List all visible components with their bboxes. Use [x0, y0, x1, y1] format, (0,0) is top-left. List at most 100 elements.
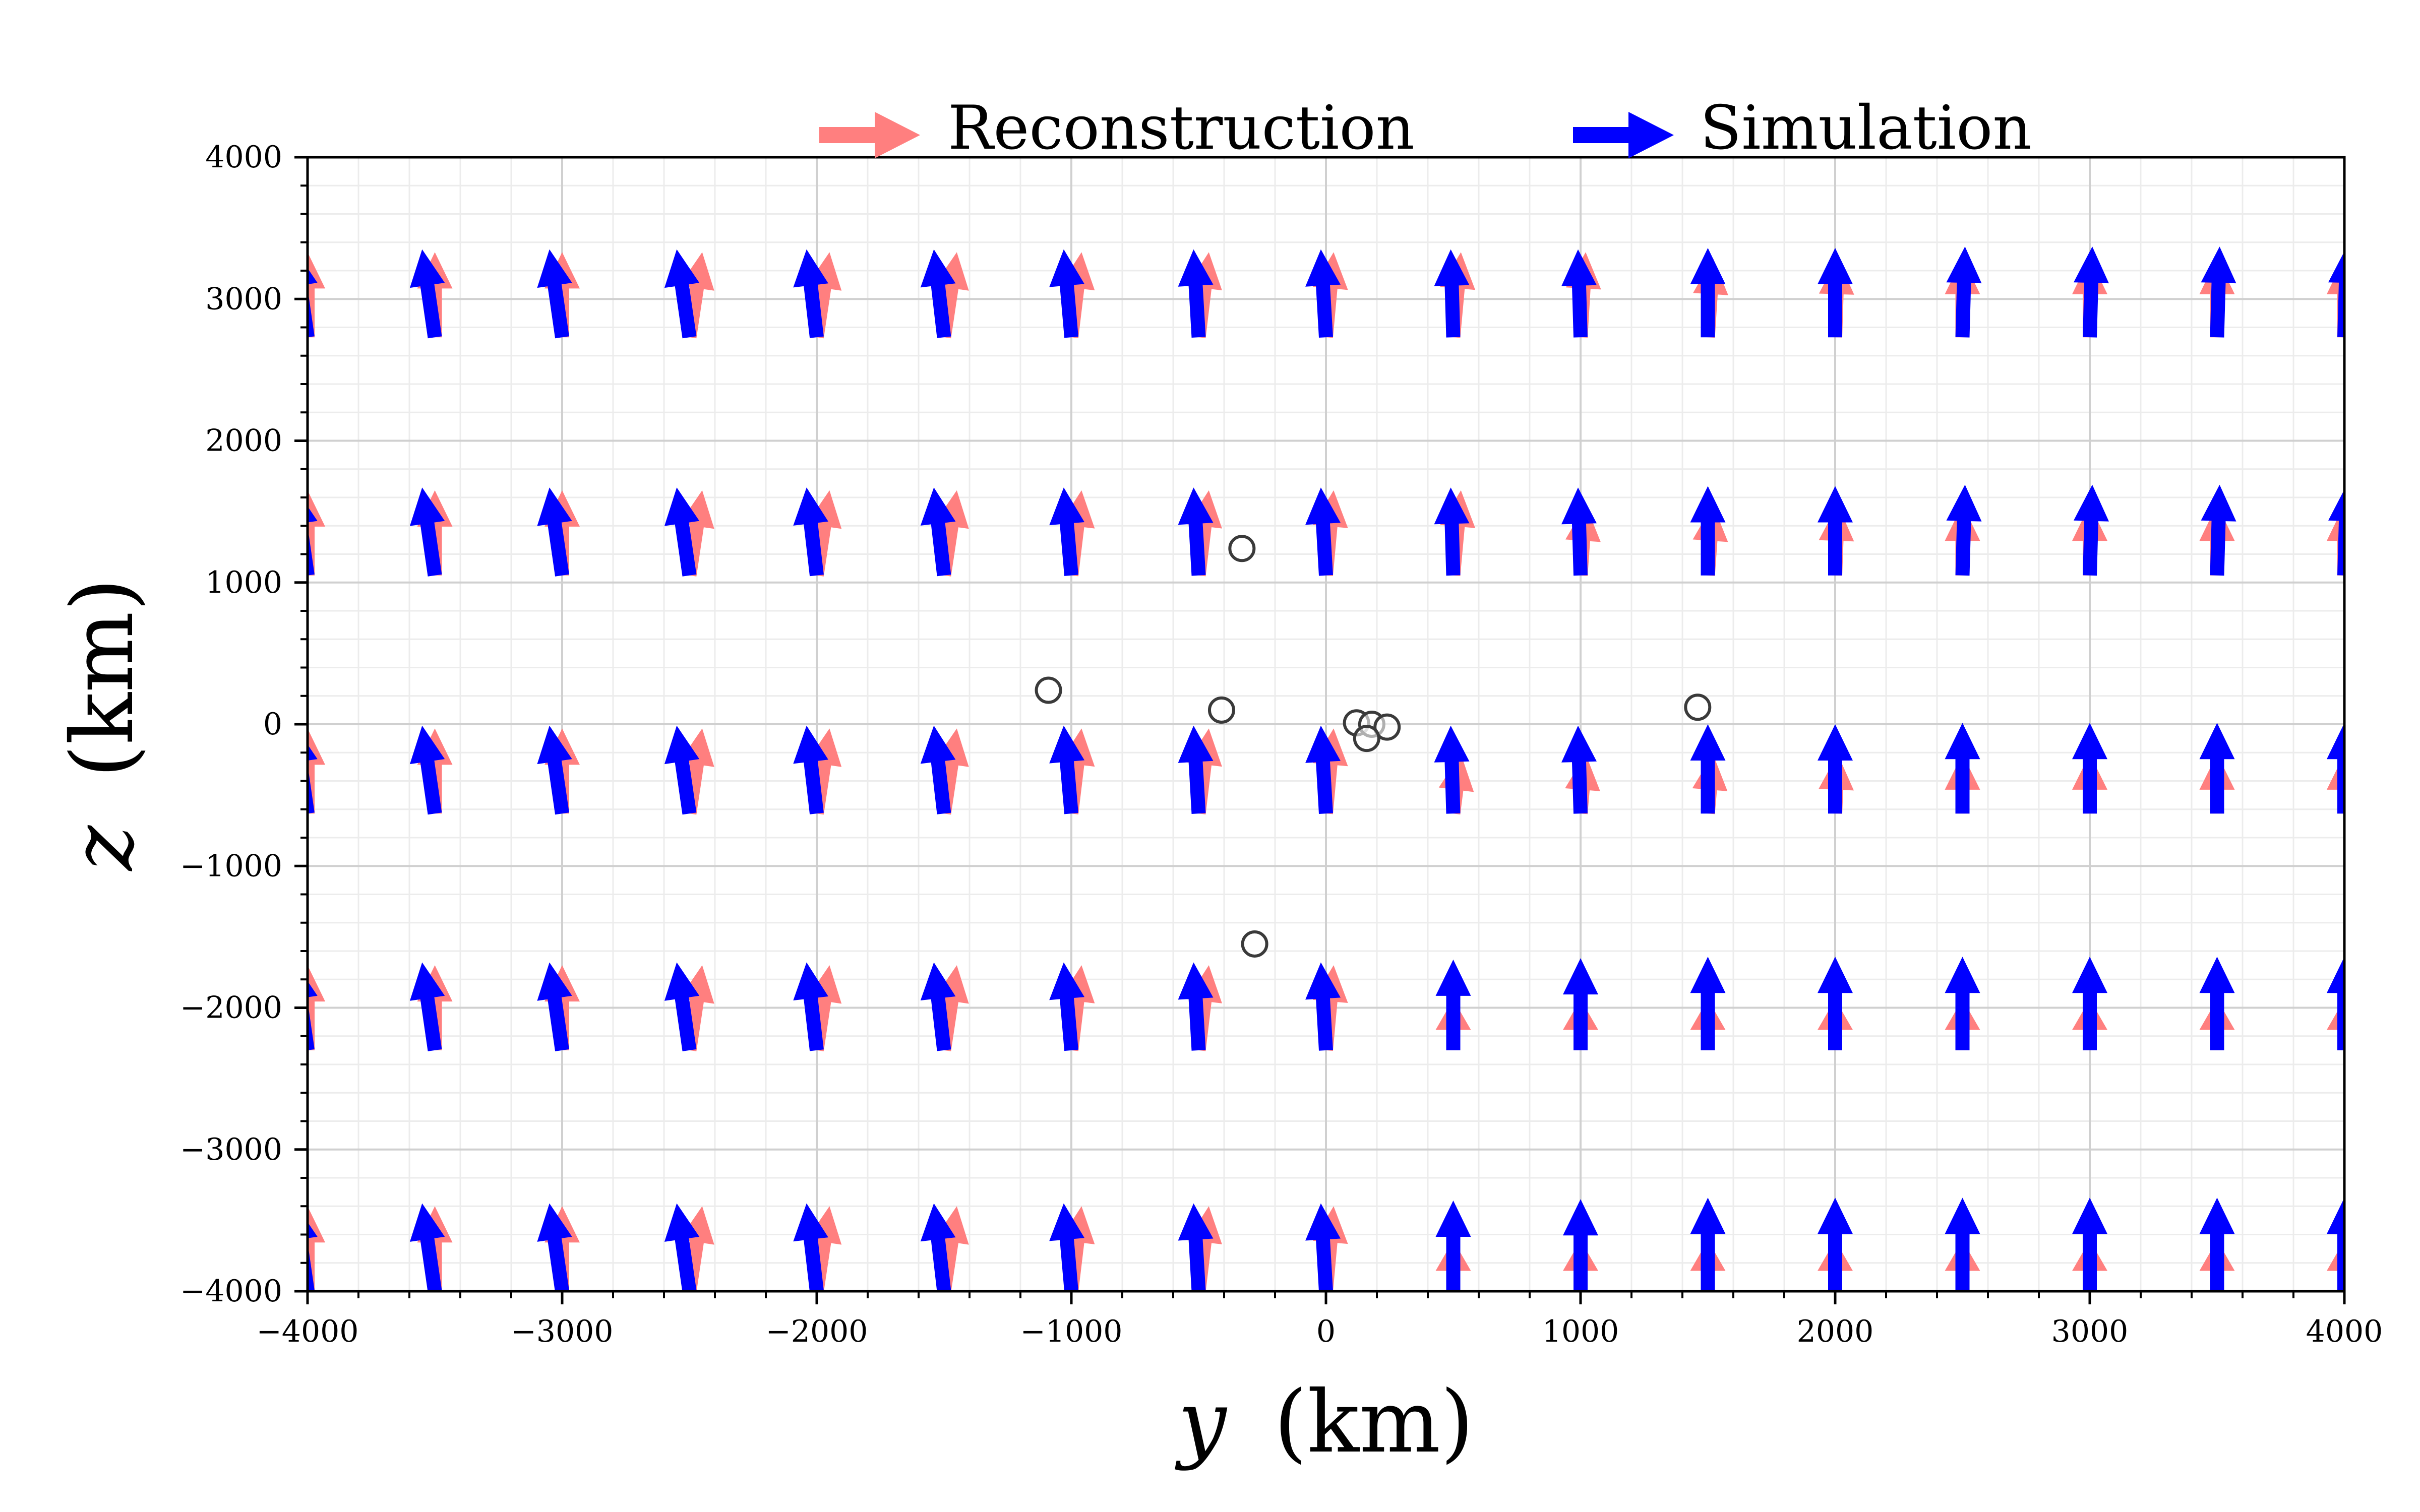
simulation-arrow	[308, 981, 318, 1050]
simulation-arrow	[793, 249, 828, 338]
y-tick-label: −3000	[180, 1132, 282, 1167]
simulation-arrow	[1818, 724, 1853, 814]
simulation-arrow	[1690, 724, 1726, 814]
simulation-arrow	[664, 962, 700, 1051]
simulation-arrow	[1305, 487, 1341, 576]
simulation-arrow	[1561, 487, 1597, 576]
reconstruction-arrow	[308, 728, 325, 814]
legend-item-reconstruction: Reconstruction	[819, 93, 1415, 163]
simulation-arrow	[537, 962, 572, 1051]
simulation-arrow	[537, 249, 572, 339]
station-marker	[1684, 694, 1712, 721]
simulation-arrow	[308, 268, 318, 338]
simulation-arrow	[409, 962, 445, 1051]
simulation-arrow	[793, 725, 828, 814]
simulation-arrow	[2072, 1198, 2107, 1291]
y-axis-label: z (km)	[53, 578, 153, 872]
station-marker	[1228, 535, 1256, 562]
station-marker	[1241, 930, 1268, 958]
simulation-arrow	[1049, 487, 1084, 576]
y-axis-variable: z	[53, 825, 153, 871]
reconstruction-arrow	[308, 965, 325, 1050]
simulation-arrow	[1178, 487, 1214, 576]
legend-label-reconstruction: Reconstruction	[948, 93, 1415, 163]
x-tick-label: 2000	[1797, 1314, 1874, 1349]
y-tick-label: −2000	[180, 990, 282, 1026]
simulation-arrow	[2327, 957, 2344, 1050]
simulation-arrow	[2072, 723, 2107, 814]
simulation-arrow	[1946, 484, 1982, 576]
reconstruction-arrow	[308, 252, 325, 338]
y-axis-unit: (km)	[53, 578, 153, 778]
simulation-arrow	[1561, 249, 1597, 338]
axis-tick-labels: −4000 −3000 −2000 −1000 0 1000 2000 3000 4000 −40…	[180, 140, 2383, 1349]
simulation-arrow	[2199, 957, 2235, 1050]
simulation-arrow	[537, 725, 572, 815]
station-marker	[1353, 725, 1380, 752]
simulation-arrow	[1563, 958, 1598, 1050]
simulation-arrow	[793, 487, 828, 577]
reconstruction-arrow	[308, 490, 325, 576]
simulation-arrow	[1561, 725, 1597, 814]
reconstruction-arrow	[308, 1206, 325, 1291]
x-tick-label: −3000	[511, 1314, 614, 1349]
simulation-arrow	[2327, 723, 2344, 814]
y-tick-label: 1000	[205, 565, 282, 600]
simulation-arrow	[920, 962, 956, 1051]
simulation-arrow	[1818, 248, 1853, 338]
simulation-arrow	[793, 962, 828, 1051]
simulation-arrow	[2328, 251, 2344, 338]
simulation-arrow	[537, 1203, 572, 1291]
y-tick-label: 3000	[205, 281, 282, 317]
simulation-arrow	[1818, 957, 1853, 1050]
simulation-arrow	[2199, 1198, 2235, 1291]
simulation-arrow	[920, 487, 956, 577]
simulation-arrow	[1946, 246, 1982, 338]
legend-item-simulation: Simulation	[1573, 93, 2032, 163]
simulation-arrow	[1178, 249, 1214, 338]
simulation-arrow	[2074, 246, 2109, 338]
simulation-arrow	[920, 249, 956, 338]
simulation-arrow	[1690, 957, 1726, 1050]
simulation-arrow	[1178, 962, 1214, 1051]
simulation-arrow	[1435, 1201, 1471, 1291]
x-axis-label: y (km)	[1175, 1372, 1474, 1472]
station-marker	[1373, 713, 1401, 741]
simulation-arrow	[1945, 957, 1980, 1050]
simulation-arrow	[1049, 962, 1084, 1051]
simulation-arrow	[664, 1203, 700, 1291]
simulation-arrow	[1305, 1203, 1341, 1291]
simulation-arrow	[1178, 725, 1214, 814]
x-tick-label: 4000	[2306, 1314, 2383, 1349]
simulation-arrow	[920, 1203, 956, 1291]
simulation-arrow	[2327, 1198, 2344, 1291]
legend-swatch-reconstruction	[819, 112, 920, 158]
y-tick-label: 2000	[205, 423, 282, 459]
simulation-arrow	[1690, 248, 1726, 338]
simulation-arrow	[2328, 489, 2344, 576]
station-markers	[1035, 535, 1712, 958]
y-tick-label: −1000	[180, 848, 282, 884]
simulation-arrow	[1563, 1199, 1598, 1291]
simulation-arrow	[409, 1203, 445, 1291]
legend-swatch-simulation	[1573, 112, 1674, 158]
x-tick-label: 1000	[1542, 1314, 1619, 1349]
station-marker	[1207, 696, 1235, 724]
simulation-arrow	[1049, 725, 1084, 814]
y-tick-label: 4000	[205, 140, 282, 175]
simulation-arrow	[2072, 957, 2107, 1050]
simulation-arrow	[1434, 487, 1470, 576]
simulation-arrow	[308, 1222, 318, 1291]
simulation-arrow	[1818, 1198, 1853, 1291]
simulation-arrow	[1690, 486, 1726, 576]
simulation-arrow	[537, 487, 572, 577]
x-axis-variable: y	[1175, 1372, 1228, 1472]
simulation-arrow	[308, 506, 318, 576]
simulation-arrow	[1434, 725, 1470, 814]
simulation-arrow	[664, 487, 700, 577]
simulation-arrow	[1178, 1203, 1214, 1291]
simulation-arrow	[1945, 1198, 1980, 1291]
x-axis-unit: (km)	[1274, 1372, 1474, 1472]
simulation-arrow	[1305, 725, 1341, 814]
